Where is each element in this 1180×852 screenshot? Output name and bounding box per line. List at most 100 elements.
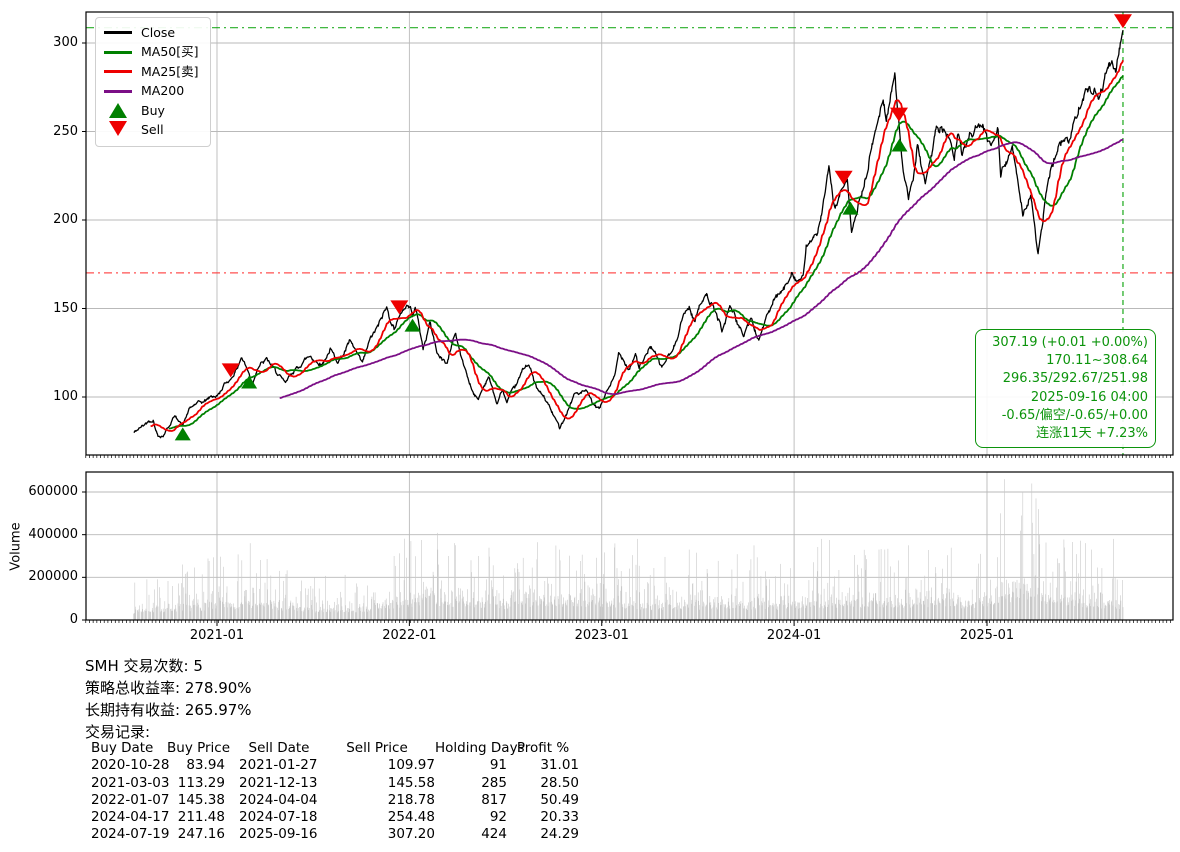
trade-cell: 285 — [481, 774, 507, 791]
x-tick-label: 2024-01 — [766, 628, 822, 643]
ma50-line — [168, 75, 1124, 430]
trade-cell: 2024-04-17 — [91, 809, 170, 826]
trade-table-row: 2022-01-07 145.38 2024-04-04 218.78 817 50.49 — [85, 792, 579, 809]
trade-cell: 109.97 — [387, 757, 435, 774]
datetime-line: 2025-09-16 04:00 — [1030, 389, 1148, 405]
trade-cell: 211.48 — [177, 809, 225, 826]
y-tick-label: 100 — [53, 389, 78, 404]
trade-cell: 2021-03-03 — [91, 774, 170, 791]
trade-cell: 24.29 — [540, 826, 579, 843]
volume-axis-label: Volume — [8, 522, 24, 571]
trade-col-header: Buy Date — [91, 740, 154, 756]
bias-line: -0.65/偏空/-0.65/+0.00 — [1001, 407, 1148, 423]
close-line-sample — [104, 31, 132, 35]
sell-marker — [221, 363, 240, 378]
volume-tick-label: 600000 — [28, 484, 78, 499]
buy-marker-icon — [104, 103, 132, 119]
trade-cell: 2024-07-18 — [239, 809, 318, 826]
y-tick-label: 200 — [53, 212, 78, 227]
trade-col-header: Sell Date — [248, 740, 310, 756]
trade-table-row: 2021-03-03 113.29 2021-12-13 145.58 285 28.50 — [85, 775, 579, 792]
trade-log-title: 交易记录: — [85, 723, 151, 741]
trade-col-header: Profit % — [516, 740, 570, 756]
trade-cell: 31.01 — [540, 757, 579, 774]
trade-cell: 424 — [481, 826, 507, 843]
x-tick-label: 2023-01 — [574, 628, 629, 643]
legend-item-ma50: MA50[买] — [104, 43, 202, 63]
ma-values-line: 296.35/292.67/251.98 — [1002, 371, 1148, 387]
trade-cell: 2021-01-27 — [239, 757, 318, 774]
ma25-line — [150, 59, 1124, 432]
volume-bars — [133, 479, 1124, 620]
trade-cell: 83.94 — [186, 757, 225, 774]
trade-cell: 2022-01-07 — [91, 791, 170, 808]
ma200-line-sample — [104, 89, 132, 93]
close-line — [133, 30, 1124, 439]
sell-marker-icon — [104, 121, 132, 137]
trade-cell: 92 — [489, 809, 507, 826]
trade-cell: 145.38 — [177, 791, 225, 808]
trade-cell: 307.20 — [387, 826, 435, 843]
volume-tick-label: 200000 — [28, 569, 78, 585]
legend-item-close: Close — [104, 23, 202, 43]
volume-tick-label: 400000 — [28, 526, 78, 542]
sell-marker — [1113, 14, 1132, 29]
trade-markers — [174, 14, 1132, 441]
strategy-return-line: 策略总收益率: 278.90% — [85, 679, 252, 697]
legend-item-ma25: MA25[卖] — [104, 62, 202, 82]
y-tick-label: 250 — [53, 123, 78, 139]
x-tick-label: 2022-01 — [382, 628, 437, 643]
legend-item-sell: Sell — [104, 121, 202, 141]
ma200-line — [279, 138, 1124, 399]
last-price-line: 307.19 (+0.01 +0.00%) — [992, 335, 1148, 350]
legend-label: MA50[买] — [141, 44, 199, 60]
sell-marker — [889, 107, 908, 122]
trade-cell: 254.48 — [387, 809, 435, 826]
trade-cell: 247.16 — [177, 826, 225, 843]
trade-cell: 2024-04-04 — [239, 791, 318, 808]
buy-marker — [241, 375, 258, 389]
trade-col-header: Buy Price — [167, 740, 231, 756]
trade-cell: 2021-12-13 — [239, 774, 318, 791]
trade-cell: 2024-07-19 — [91, 826, 170, 843]
x-tick-label: 2025-01 — [959, 628, 1015, 643]
trade-count-line: SMH 交易次数: 5 — [85, 657, 203, 675]
sell-marker — [834, 170, 853, 185]
legend-item-ma200: MA200 — [104, 82, 202, 102]
trade-cell: 50.49 — [540, 791, 579, 808]
x-tick-label: 2021-01 — [189, 628, 245, 643]
volume-panel-frame — [85, 471, 1174, 621]
trade-col-header: Sell Price — [346, 740, 408, 756]
legend-item-buy: Buy — [104, 101, 202, 121]
hold-return-line: 长期持有收益: 265.97% — [85, 701, 252, 719]
ma50-line-sample — [104, 50, 132, 54]
trade-cell: 91 — [489, 757, 507, 774]
trade-table-header: Buy Date Buy Price Sell Date Sell Price Hold… — [85, 740, 579, 757]
gridlines — [86, 12, 1173, 620]
price-panel-frame — [85, 11, 1174, 456]
legend-label: Buy — [141, 102, 165, 118]
trade-table-row: 2020-10-28 83.94 2021-01-27 109.97 91 31.01 — [85, 757, 579, 774]
trade-cell: 28.50 — [540, 774, 579, 791]
streak-line: 连涨11天 +7.23% — [1036, 426, 1148, 442]
legend-label: MA200 — [141, 83, 185, 99]
y-tick-label: 150 — [53, 300, 78, 316]
buy-marker — [842, 201, 859, 215]
volume-tick-label: 0 — [69, 612, 78, 627]
legend-label: MA25[卖] — [141, 63, 199, 79]
legend-label: Close — [141, 24, 176, 40]
ma25-line-sample — [104, 70, 132, 74]
buy-marker — [174, 427, 191, 441]
trade-cell: 113.29 — [177, 774, 225, 791]
trade-cell: 817 — [481, 791, 507, 808]
buy-marker — [891, 138, 908, 152]
range-line: 170.11~308.64 — [1046, 353, 1148, 369]
strategy-summary: SMH 交易次数: 5 策略总收益率: 278.90% 长期持有收益: 265.… — [85, 655, 252, 743]
trade-table: Buy Date Buy Price Sell Date Sell Price Hold… — [85, 740, 579, 844]
legend: Close MA50[买] MA25[卖] MA200 Buy Sell — [95, 17, 211, 147]
trade-table-row: 2024-07-19 247.16 2025-09-16 307.20 424 24.29 — [85, 826, 579, 843]
sell-marker — [390, 300, 409, 315]
trade-cell: 218.78 — [387, 791, 435, 808]
